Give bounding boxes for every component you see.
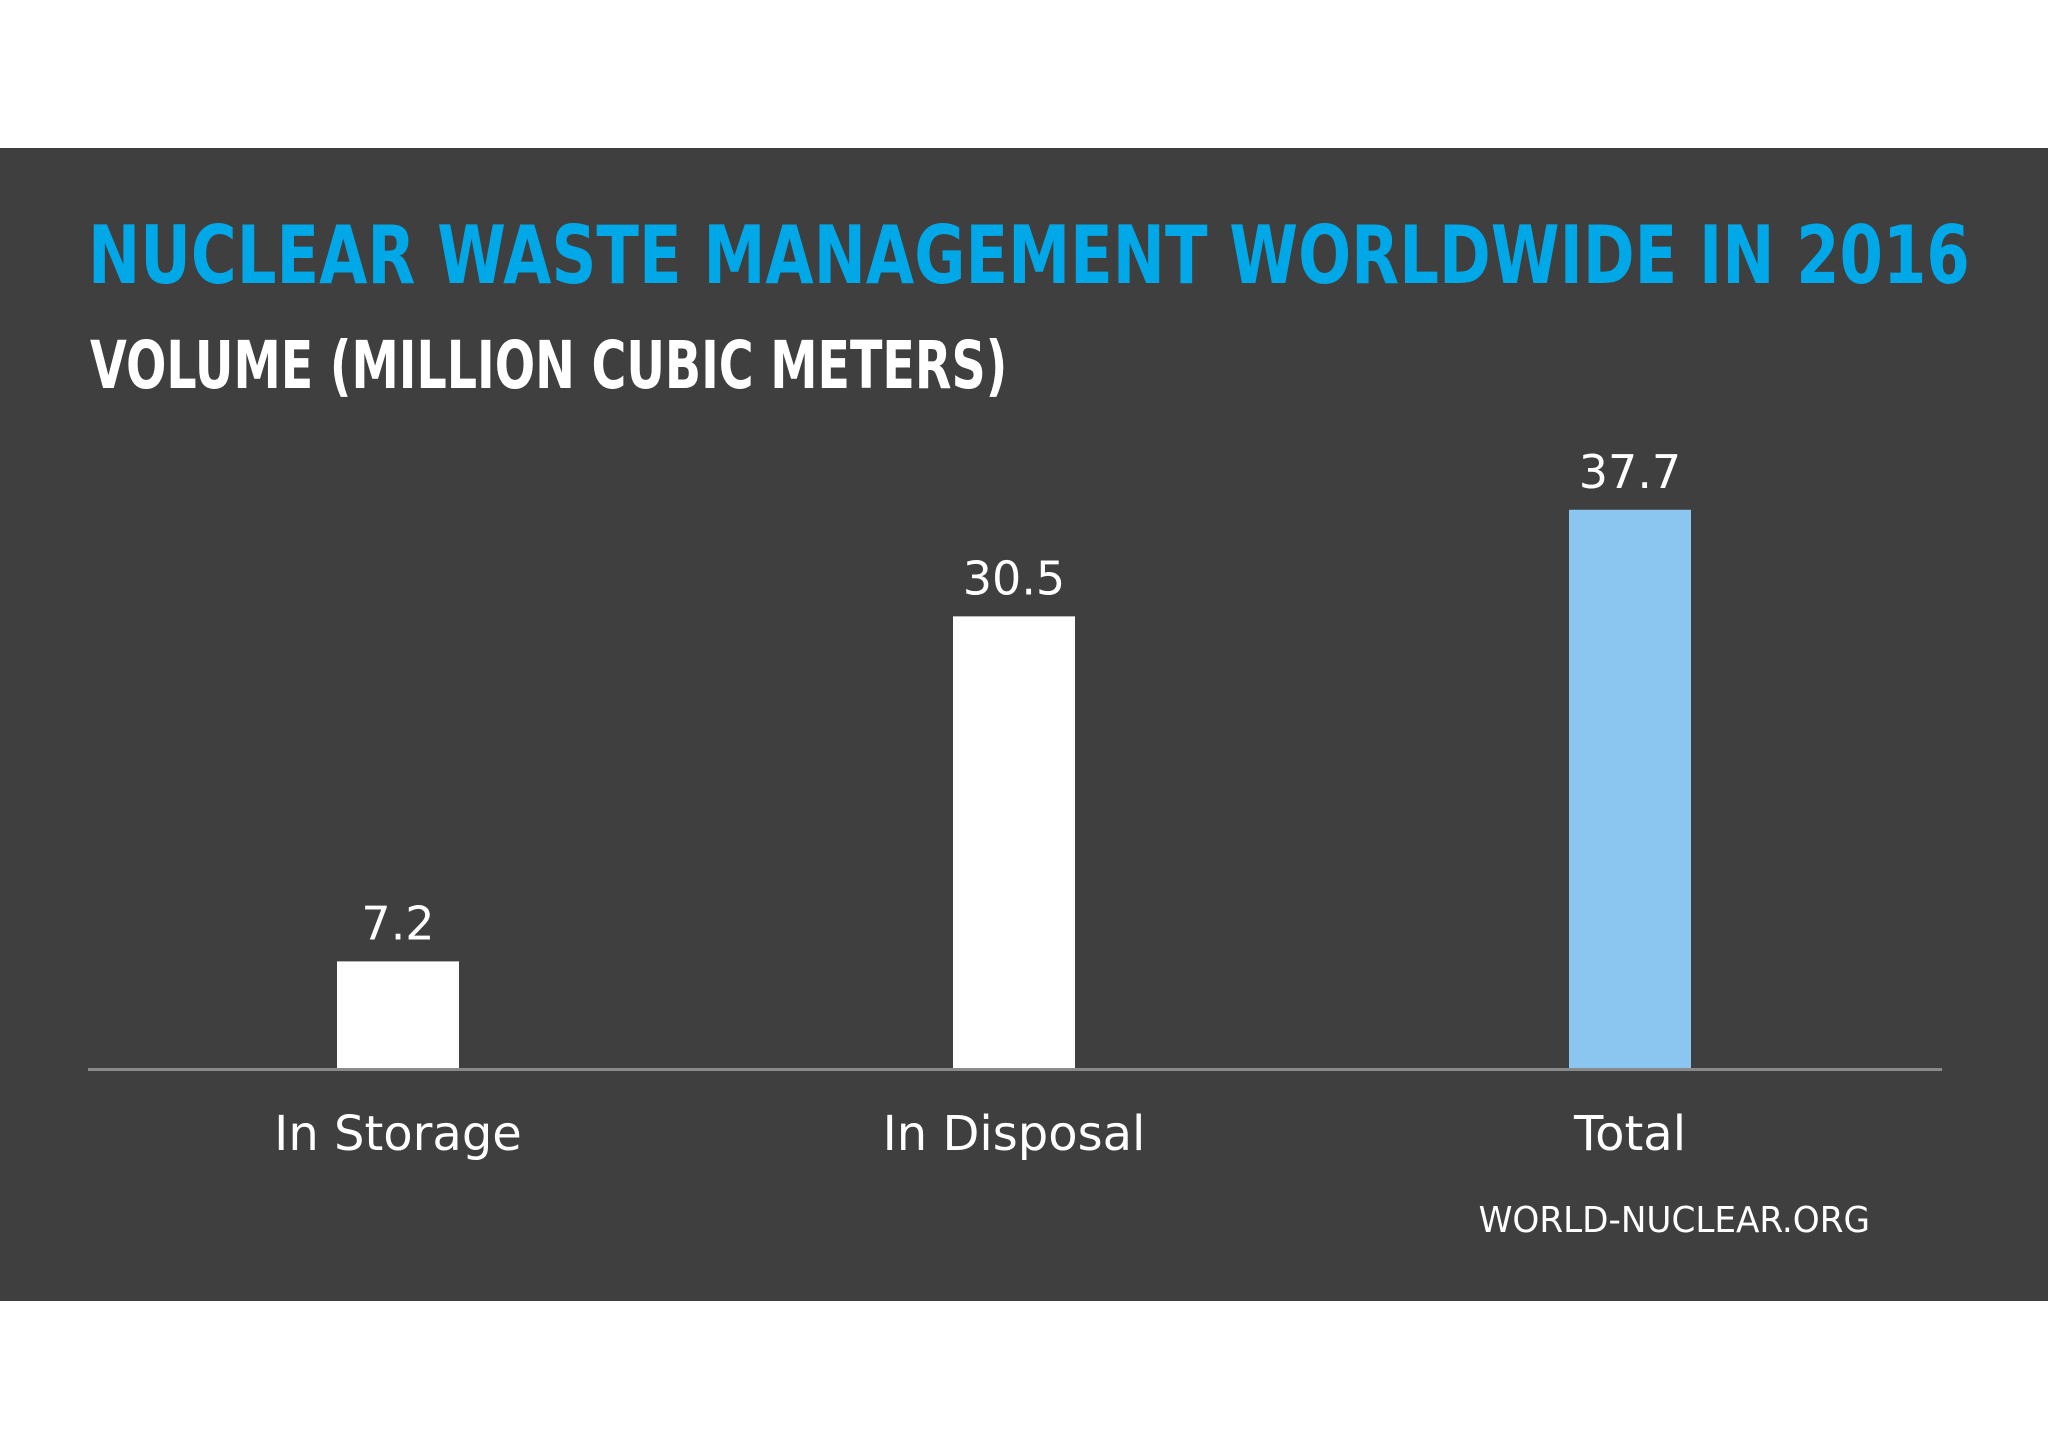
data-labels-group: 7.2 30.5 37.7 [361, 445, 1681, 951]
data-label-in-storage: 7.2 [361, 896, 434, 950]
bar-in-storage [337, 961, 459, 1068]
bars-group [337, 509, 1691, 1068]
source-credit: WORLD-NUCLEAR.ORG [1478, 1200, 1870, 1241]
category-label-total: Total [1573, 1106, 1686, 1162]
category-label-in-disposal: In Disposal [883, 1106, 1146, 1162]
chart-subtitle: VOLUME (MILLION CUBIC METERS) [90, 327, 1008, 404]
data-label-total: 37.7 [1579, 445, 1681, 499]
bar-chart: 7.2 30.5 37.7 In Storage In Disposal Total [88, 445, 1942, 1162]
bar-total [1569, 509, 1691, 1068]
category-labels-group: In Storage In Disposal Total [274, 1106, 1686, 1162]
chart-title: NUCLEAR WASTE MANAGEMENT WORLDWIDE IN 20… [88, 209, 1970, 302]
category-label-in-storage: In Storage [274, 1106, 522, 1162]
bar-in-disposal [953, 616, 1075, 1068]
chart-panel: NUCLEAR WASTE MANAGEMENT WORLDWIDE IN 20… [0, 148, 2048, 1301]
data-label-in-disposal: 30.5 [963, 551, 1065, 605]
